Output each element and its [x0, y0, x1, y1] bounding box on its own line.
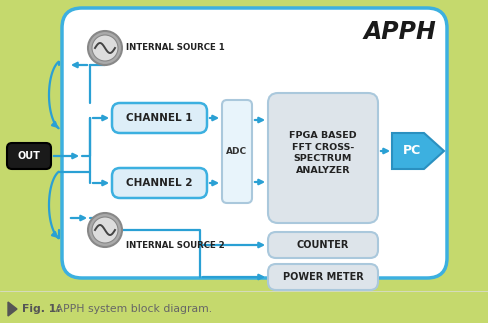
- FancyBboxPatch shape: [222, 100, 252, 203]
- FancyBboxPatch shape: [112, 168, 207, 198]
- FancyBboxPatch shape: [112, 103, 207, 133]
- Circle shape: [88, 213, 122, 247]
- Text: APPH system block diagram.: APPH system block diagram.: [52, 304, 212, 314]
- Circle shape: [92, 35, 118, 61]
- FancyBboxPatch shape: [7, 143, 51, 169]
- Text: INTERNAL SOURCE 1: INTERNAL SOURCE 1: [125, 44, 224, 53]
- Text: PC: PC: [403, 144, 421, 158]
- Text: OUT: OUT: [18, 151, 41, 161]
- Text: ADC: ADC: [226, 147, 247, 155]
- FancyBboxPatch shape: [62, 8, 447, 278]
- Text: Fig. 1:: Fig. 1:: [22, 304, 61, 314]
- Circle shape: [88, 31, 122, 65]
- FancyBboxPatch shape: [268, 93, 378, 223]
- FancyArrow shape: [392, 133, 444, 169]
- Text: CHANNEL 2: CHANNEL 2: [126, 178, 192, 188]
- Polygon shape: [8, 302, 17, 316]
- Text: POWER METER: POWER METER: [283, 272, 364, 282]
- Text: APPH: APPH: [364, 20, 436, 44]
- Circle shape: [92, 217, 118, 243]
- Text: COUNTER: COUNTER: [297, 240, 349, 250]
- Text: FPGA BASED
FFT CROSS-
SPECTRUM
ANALYZER: FPGA BASED FFT CROSS- SPECTRUM ANALYZER: [289, 131, 357, 175]
- Text: CHANNEL 1: CHANNEL 1: [126, 113, 192, 123]
- FancyBboxPatch shape: [268, 232, 378, 258]
- FancyBboxPatch shape: [268, 264, 378, 290]
- Text: INTERNAL SOURCE 2: INTERNAL SOURCE 2: [125, 241, 224, 249]
